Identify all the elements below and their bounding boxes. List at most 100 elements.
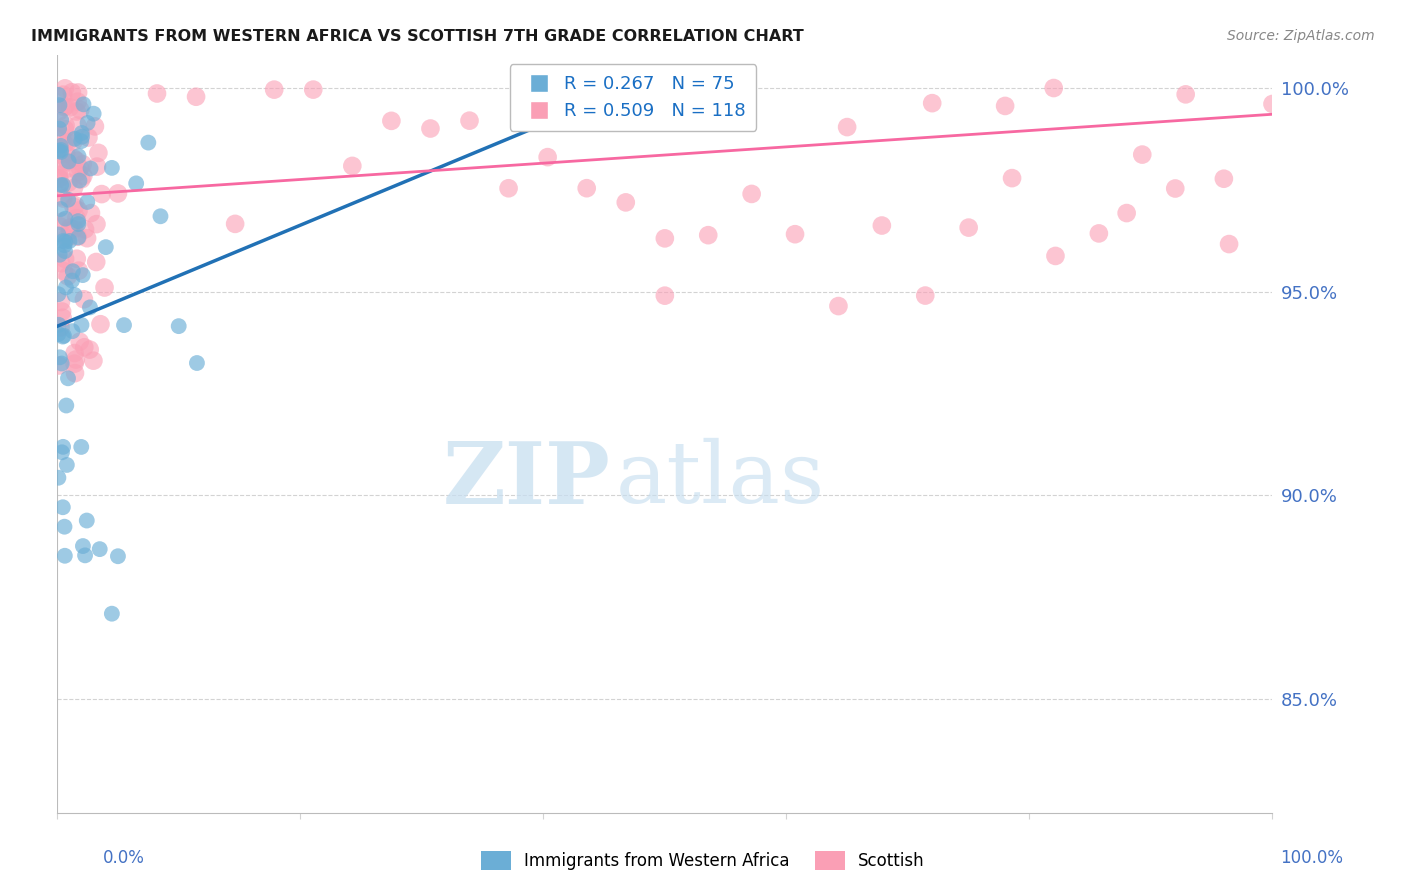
Point <box>1045 249 1067 263</box>
Point <box>63 288 86 302</box>
Point <box>56 161 79 176</box>
Point <box>48 171 70 186</box>
Point <box>82 353 104 368</box>
Point <box>48 219 70 234</box>
Point <box>380 113 402 128</box>
Point <box>914 288 936 302</box>
Point <box>59 223 82 237</box>
Point <box>55 119 77 133</box>
Point <box>48 318 70 332</box>
Point <box>76 116 98 130</box>
Point <box>49 178 72 192</box>
Point <box>101 607 124 621</box>
Point <box>49 145 72 159</box>
Text: Source: ZipAtlas.com: Source: ZipAtlas.com <box>1227 29 1375 43</box>
Point <box>70 126 93 140</box>
Point <box>70 318 93 332</box>
Point <box>63 366 86 380</box>
Point <box>837 120 859 134</box>
Point <box>65 352 87 367</box>
Point <box>53 252 76 266</box>
Point <box>53 235 76 249</box>
Point <box>52 192 75 206</box>
Point <box>1115 206 1137 220</box>
Point <box>537 150 560 164</box>
Point <box>65 198 87 212</box>
Point <box>56 193 79 207</box>
Point <box>55 399 77 413</box>
Point <box>60 85 83 99</box>
Point <box>741 186 763 201</box>
Point <box>80 206 103 220</box>
Point <box>69 103 91 117</box>
Point <box>84 120 107 134</box>
Point <box>94 240 117 254</box>
Point <box>48 104 70 119</box>
Point <box>48 87 70 102</box>
Point <box>90 187 112 202</box>
Point <box>53 244 76 258</box>
Point <box>72 268 94 282</box>
Point <box>224 217 246 231</box>
Point <box>49 143 72 157</box>
Point <box>167 319 190 334</box>
Point <box>83 106 105 120</box>
Point <box>48 327 70 342</box>
Point <box>75 549 97 563</box>
Point <box>56 154 79 169</box>
Point <box>957 220 980 235</box>
Point <box>55 231 77 245</box>
Point <box>697 228 720 243</box>
Point <box>136 136 159 150</box>
Point <box>56 458 79 472</box>
Point <box>58 234 80 248</box>
Point <box>52 310 75 325</box>
Point <box>67 217 90 231</box>
Point <box>63 181 86 195</box>
Point <box>86 217 108 231</box>
Point <box>1212 171 1234 186</box>
Point <box>48 168 70 182</box>
Point <box>65 211 87 226</box>
Point <box>70 440 93 454</box>
Point <box>48 98 70 112</box>
Point <box>72 539 94 553</box>
Point <box>84 255 107 269</box>
Point <box>51 112 73 127</box>
Point <box>186 356 208 370</box>
Point <box>62 264 84 278</box>
Point <box>72 97 94 112</box>
Point <box>49 202 72 216</box>
Point <box>58 154 80 169</box>
Point <box>575 181 598 195</box>
Point <box>112 318 135 332</box>
Point <box>1130 147 1153 161</box>
Point <box>263 82 285 96</box>
Point <box>654 288 676 302</box>
Point <box>994 99 1017 113</box>
Point <box>67 203 90 218</box>
Point <box>55 99 77 113</box>
Point <box>52 87 75 102</box>
Point <box>48 248 70 262</box>
Point <box>48 147 70 161</box>
Point <box>60 274 83 288</box>
Point <box>70 172 93 186</box>
Point <box>56 135 79 149</box>
Point <box>76 231 98 245</box>
Legend: R = 0.267   N = 75, R = 0.509   N = 118: R = 0.267 N = 75, R = 0.509 N = 118 <box>510 64 756 131</box>
Point <box>66 252 89 266</box>
Point <box>86 160 108 174</box>
Point <box>72 157 94 171</box>
Point <box>69 334 91 349</box>
Point <box>67 263 90 277</box>
Text: 100.0%: 100.0% <box>1279 849 1343 867</box>
Point <box>870 219 893 233</box>
Point <box>107 186 129 201</box>
Point <box>51 357 73 371</box>
Point <box>302 82 325 96</box>
Point <box>53 81 76 95</box>
Point <box>49 160 72 174</box>
Point <box>70 129 93 144</box>
Point <box>58 176 80 190</box>
